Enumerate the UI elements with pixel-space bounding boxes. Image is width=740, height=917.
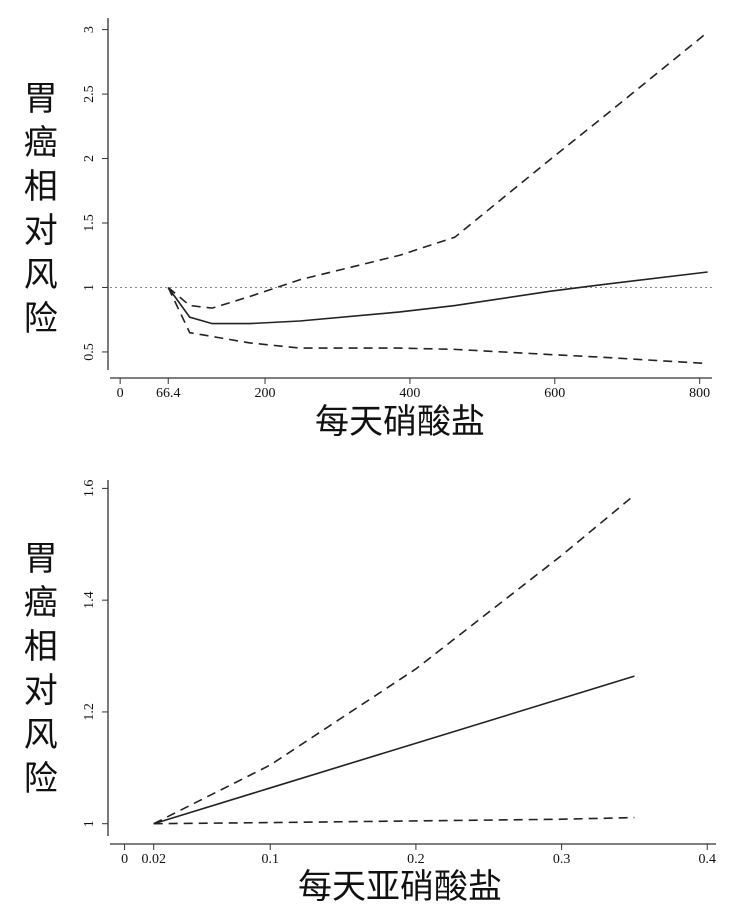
x-axis-label: 每天亚硝酸盐: [298, 868, 502, 906]
x-tick-label: 0: [117, 386, 124, 401]
series-line: [153, 675, 635, 825]
series-line: [167, 287, 708, 365]
y-tick-label: 1: [82, 284, 97, 291]
y-tick-label: 0.5: [82, 343, 97, 361]
x-tick-label: 0.2: [407, 852, 425, 867]
series-line: [167, 31, 709, 309]
y-tick-label: 1.5: [82, 214, 97, 232]
y-tick-label: 1.2: [82, 703, 97, 721]
series-line: [153, 816, 635, 825]
x-tick-label: 200: [255, 386, 276, 401]
x-tick-label: 400: [399, 386, 420, 401]
x-tick-label: 800: [689, 386, 710, 401]
y-axis-label: 胃癌相对风险: [18, 80, 57, 344]
y-tick-label: 1: [82, 820, 97, 827]
y-axis-label: 胃癌相对风险: [18, 540, 57, 804]
y-tick-label: 2: [82, 155, 97, 162]
x-tick-label: 0.1: [261, 852, 279, 867]
x-tick-label: 0.02: [141, 852, 166, 867]
y-tick-label: 1.4: [82, 591, 97, 609]
x-tick-label: 600: [544, 386, 565, 401]
y-tick-label: 2.5: [82, 85, 97, 103]
x-tick-label: 66.4: [156, 386, 181, 401]
series-line: [167, 271, 708, 325]
y-tick-label: 1.6: [82, 480, 97, 498]
y-tick-label: 3: [82, 26, 97, 33]
x-tick-label: 0.4: [699, 852, 717, 867]
x-tick-label: 0.3: [553, 852, 571, 867]
x-axis-label: 每天硝酸盐: [315, 403, 485, 441]
x-tick-label: 0: [121, 852, 128, 867]
series-line: [153, 494, 635, 825]
